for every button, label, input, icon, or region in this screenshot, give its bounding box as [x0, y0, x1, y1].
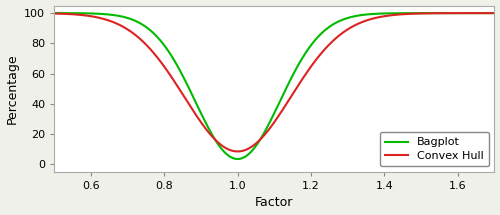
- Convex Hull: [96, 17, 102, 19]
- Convex Hull: [229, 149, 235, 152]
- Convex Hull: [234, 150, 240, 153]
- Convex Hull: [51, 12, 57, 15]
- Convex Hull: [395, 13, 401, 16]
- Convex Hull: [246, 147, 252, 150]
- X-axis label: Factor: Factor: [255, 197, 294, 209]
- Y-axis label: Percentage: Percentage: [6, 53, 18, 124]
- Line: Convex Hull: Convex Hull: [54, 13, 494, 151]
- Bagplot: [234, 158, 240, 160]
- Bagplot: [354, 14, 360, 17]
- Bagplot: [403, 12, 409, 14]
- Bagplot: [246, 153, 252, 155]
- Bagplot: [51, 12, 57, 14]
- Convex Hull: [354, 23, 360, 26]
- Bagplot: [492, 12, 498, 14]
- Line: Bagplot: Bagplot: [54, 13, 494, 159]
- Bagplot: [395, 12, 401, 14]
- Bagplot: [96, 12, 102, 15]
- Convex Hull: [403, 13, 409, 15]
- Bagplot: [229, 157, 235, 159]
- Convex Hull: [492, 12, 498, 14]
- Legend: Bagplot, Convex Hull: Bagplot, Convex Hull: [380, 132, 489, 166]
